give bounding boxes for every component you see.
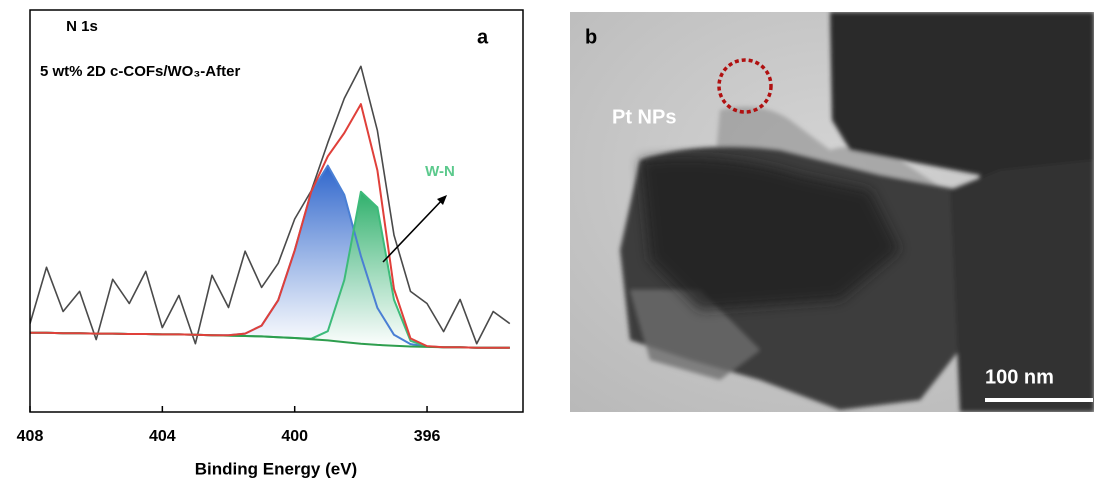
annotation: 5 wt% 2D c-COFs/WO₃-After: [40, 63, 240, 80]
annotation: W-N: [425, 163, 455, 180]
x-tick-label: 400: [281, 428, 308, 445]
x-axis: 408 404 400 396: [17, 406, 441, 445]
plot-frame: [29, 9, 524, 413]
arrow: [382, 197, 445, 263]
series-line: [30, 65, 511, 345]
annotation: N 1s: [66, 18, 98, 35]
x-tick-label: 396: [414, 428, 441, 445]
x-tick-label: 408: [17, 428, 44, 445]
x-tick-label: 404: [149, 428, 176, 445]
x-axis-title: Binding Energy (eV): [195, 459, 357, 478]
arrow-head: [437, 195, 447, 205]
series-line: [30, 103, 510, 349]
scale-bar-label: 100 nm: [985, 366, 1054, 388]
tem-image: [570, 12, 1094, 412]
xps-plot: [30, 65, 511, 349]
highlight-circle: [717, 58, 773, 114]
annotation: Pt NPs: [612, 106, 676, 128]
panel-label: b: [585, 26, 597, 48]
peak-fill: [30, 191, 510, 348]
panel-label: a: [477, 26, 489, 48]
